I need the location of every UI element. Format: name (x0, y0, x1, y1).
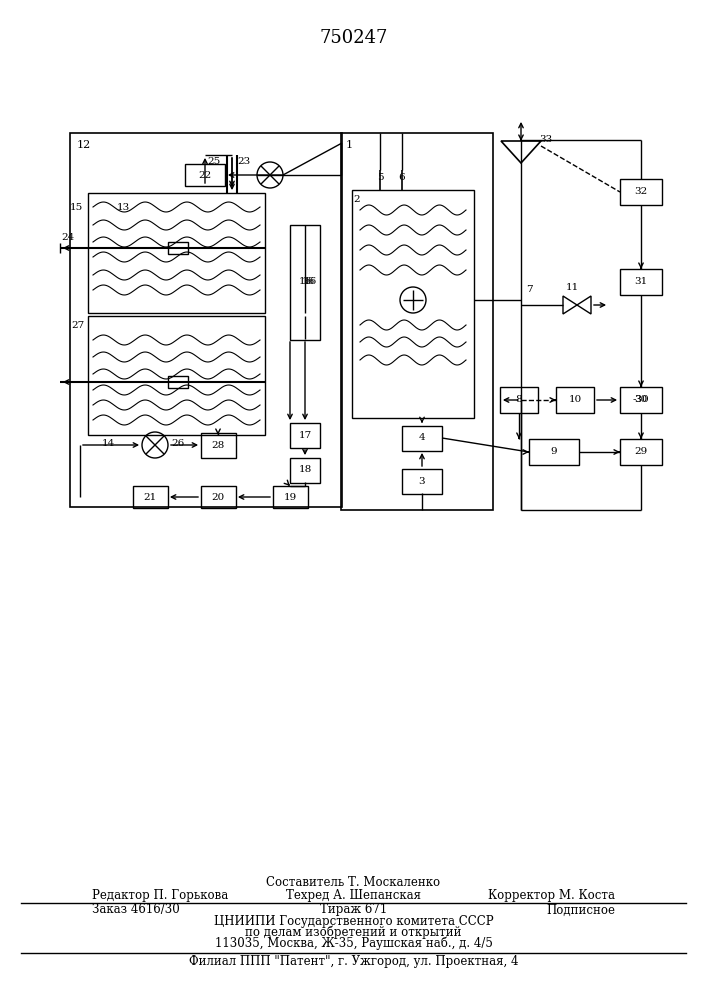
Text: Составитель Т. Москаленко: Составитель Т. Москаленко (267, 876, 440, 888)
Bar (341, 133, 493, 510)
Text: Редактор П. Горькова: Редактор П. Горькова (92, 890, 228, 902)
Text: 33: 33 (539, 134, 553, 143)
Text: 16: 16 (303, 277, 317, 286)
Bar (620, 439, 662, 465)
Bar (352, 190, 474, 418)
Text: по делам изобретений и открытий: по делам изобретений и открытий (245, 925, 462, 939)
Bar (620, 269, 662, 295)
Bar (88, 316, 265, 435)
Bar (402, 426, 442, 450)
Text: Техред А. Шепанская: Техред А. Шепанская (286, 890, 421, 902)
Text: Подписное: Подписное (546, 904, 615, 916)
Text: 4: 4 (419, 434, 426, 442)
Bar (402, 468, 442, 493)
Bar (132, 486, 168, 508)
Bar (201, 432, 235, 458)
Text: 1: 1 (346, 140, 353, 150)
Text: 29: 29 (634, 448, 648, 456)
Text: 16: 16 (301, 277, 315, 286)
Text: 27: 27 (71, 322, 85, 330)
Bar (185, 164, 225, 186)
Bar (88, 193, 265, 313)
Text: 24: 24 (62, 233, 75, 242)
Text: 14: 14 (101, 438, 115, 448)
Text: 2: 2 (354, 196, 361, 205)
Text: 26: 26 (171, 438, 185, 448)
Bar (556, 387, 594, 413)
Bar (272, 486, 308, 508)
Text: 10: 10 (568, 395, 582, 404)
Text: 21: 21 (144, 492, 157, 502)
Text: 8: 8 (515, 395, 522, 404)
Text: 15: 15 (69, 204, 83, 213)
Text: 12: 12 (77, 140, 91, 150)
Bar (529, 439, 579, 465)
Bar (201, 486, 235, 508)
Text: 750247: 750247 (320, 29, 387, 47)
Text: Тираж 671: Тираж 671 (320, 904, 387, 916)
Text: Заказ 4616/30: Заказ 4616/30 (92, 904, 180, 916)
Text: 7: 7 (526, 286, 532, 294)
Text: 28: 28 (211, 440, 225, 450)
Text: 16: 16 (298, 277, 312, 286)
Text: 19: 19 (284, 492, 297, 502)
Bar (70, 133, 342, 507)
Text: 20: 20 (211, 492, 225, 502)
Bar (168, 242, 188, 254)
Bar (290, 422, 320, 448)
Text: 6: 6 (399, 174, 405, 182)
Text: 17: 17 (298, 430, 312, 440)
Text: 30: 30 (634, 395, 648, 404)
Text: 18: 18 (298, 466, 312, 475)
Text: 3: 3 (419, 477, 426, 486)
Text: 9: 9 (551, 448, 557, 456)
Text: 25: 25 (207, 157, 221, 166)
Text: 32: 32 (634, 188, 648, 196)
Bar (500, 387, 538, 413)
Bar (620, 179, 662, 205)
Text: 13: 13 (117, 204, 129, 213)
Text: 113035, Москва, Ж-35, Раушская наб., д. 4/5: 113035, Москва, Ж-35, Раушская наб., д. … (214, 936, 493, 950)
Text: 5: 5 (377, 174, 383, 182)
Text: 23: 23 (238, 157, 250, 166)
Text: 31: 31 (634, 277, 648, 286)
Text: Корректор М. Коста: Корректор М. Коста (488, 890, 615, 902)
Text: -30: -30 (633, 395, 649, 404)
Text: ЦНИИПИ Государственного комитета СССР: ЦНИИПИ Государственного комитета СССР (214, 914, 493, 928)
Text: 11: 11 (566, 282, 578, 292)
Bar (290, 225, 320, 340)
Text: Филиал ППП "Патент", г. Ужгород, ул. Проектная, 4: Филиал ППП "Патент", г. Ужгород, ул. Про… (189, 956, 518, 968)
Bar (620, 387, 662, 413)
Bar (168, 376, 188, 388)
Bar (290, 458, 320, 483)
Text: 22: 22 (199, 170, 211, 180)
